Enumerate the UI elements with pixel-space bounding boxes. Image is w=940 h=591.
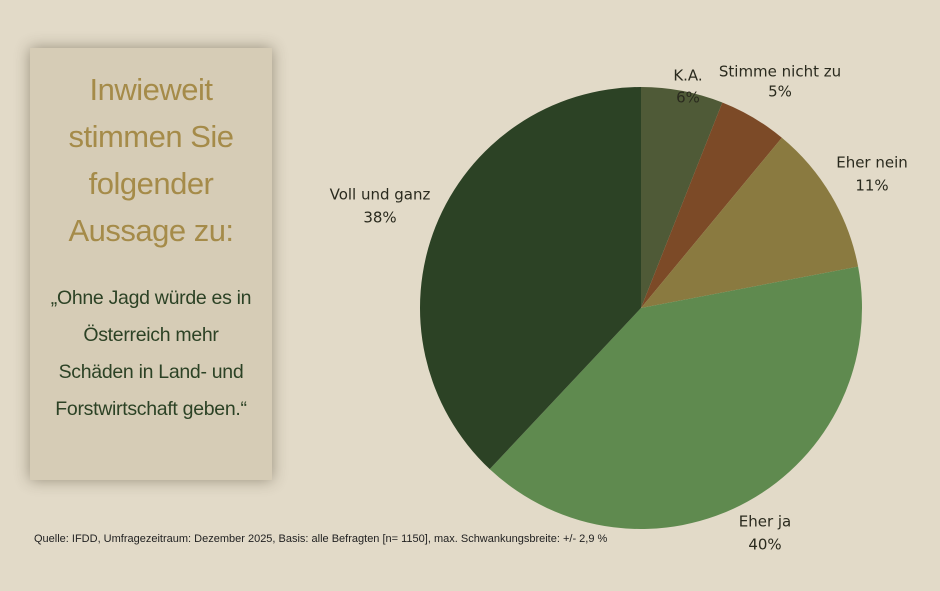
title-panel: Inwieweit stimmen Sie folgender Aussage … <box>30 48 272 480</box>
pie-slice <box>641 137 859 308</box>
chart-subtitle: „Ohne Jagd würde es in Österreich mehr S… <box>50 287 252 420</box>
chart-title: Inwieweit stimmen Sie folgender Aussage … <box>68 72 234 248</box>
pie-slice <box>641 87 723 308</box>
slice-label: K.A. <box>673 67 702 85</box>
slice-label: Voll und ganz <box>330 186 431 204</box>
slice-value-label: 5% <box>768 83 792 101</box>
slice-label: Eher ja <box>739 513 792 531</box>
slice-label: Stimme nicht zu <box>719 63 841 81</box>
pie-slice <box>419 87 641 470</box>
pie-slice <box>489 266 863 530</box>
slice-value-label: 38% <box>363 209 396 227</box>
source-note: Quelle: IFDD, Umfragezeitraum: Dezember … <box>34 533 608 545</box>
pie-slice <box>641 102 782 308</box>
slice-label: Eher nein <box>836 154 908 172</box>
slice-value-label: 11% <box>855 177 888 195</box>
slice-value-label: 40% <box>748 536 781 554</box>
slice-value-label: 6% <box>676 89 700 107</box>
